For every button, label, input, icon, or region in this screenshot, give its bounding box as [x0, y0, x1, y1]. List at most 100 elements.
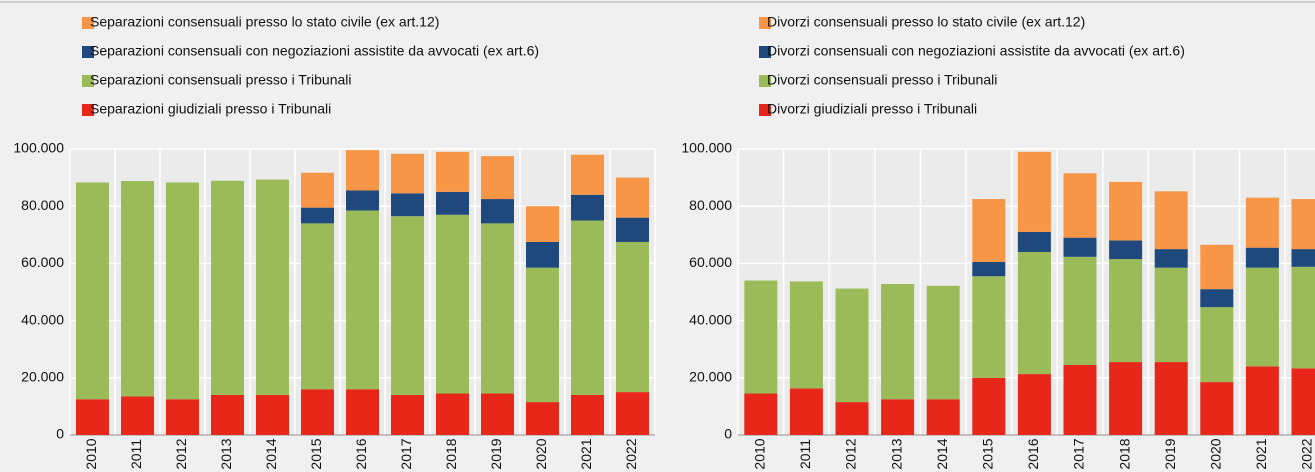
x-tick-label: 2018	[443, 438, 459, 469]
legend-swatch	[759, 104, 771, 116]
bar-segment	[926, 285, 960, 400]
x-tick-label: 2017	[1071, 438, 1087, 469]
y-tick-label: 80.000	[21, 197, 64, 213]
y-tick-label: 20.000	[21, 369, 64, 385]
bar-segment	[1063, 173, 1097, 238]
bar-segment	[121, 396, 154, 435]
bar-segment	[346, 190, 379, 211]
legend-label: Divorzi consensuali presso lo stato civi…	[767, 14, 1085, 30]
bar-segment	[1063, 237, 1097, 257]
bar-segment	[616, 241, 649, 393]
legend-label: Separazioni consensuali presso i Tribuna…	[90, 72, 351, 88]
bar-segment	[744, 393, 778, 435]
bar-segment	[346, 210, 379, 390]
legend-label: Separazioni giudiziali presso i Tribunal…	[90, 101, 331, 117]
bar-segment	[1291, 249, 1315, 267]
bar-segment	[571, 194, 604, 221]
bar-segment	[1200, 307, 1234, 383]
bar-segment	[1109, 362, 1143, 435]
x-tick-label: 2013	[888, 438, 904, 469]
bar-segment	[346, 389, 379, 435]
bar-segment	[391, 216, 424, 395]
bar-segment	[121, 181, 154, 397]
x-tick-label: 2013	[218, 438, 234, 469]
bar-segment	[256, 394, 289, 435]
y-tick-label: 60.000	[689, 254, 732, 270]
bar-segment	[166, 399, 199, 435]
bar-segment	[76, 399, 109, 435]
x-tick-label: 2016	[353, 438, 369, 469]
bar-segment	[616, 392, 649, 435]
legend-swatch	[82, 17, 94, 29]
y-tick-label: 40.000	[689, 311, 732, 327]
bar-segment	[1017, 374, 1051, 435]
y-tick-label: 0	[56, 426, 64, 442]
bar-segment	[301, 389, 334, 435]
bar-segment	[301, 172, 334, 208]
bar-segment	[481, 199, 514, 224]
bar-segment	[436, 393, 469, 435]
bar-segment	[1017, 231, 1051, 252]
bar-segment	[972, 377, 1006, 435]
bar-segment	[481, 393, 514, 435]
x-tick-label: 2022	[623, 438, 639, 469]
y-tick-label: 80.000	[689, 197, 732, 213]
legend-swatch	[82, 75, 94, 87]
bar-segment	[571, 220, 604, 395]
x-tick-label: 2015	[980, 438, 996, 469]
bar-segment	[926, 399, 960, 435]
bar-segment	[211, 180, 244, 395]
bar-segment	[346, 150, 379, 191]
bar-segment	[526, 241, 559, 268]
y-tick-label: 0	[724, 426, 732, 442]
y-tick-label: 100.000	[681, 140, 732, 156]
x-tick-label: 2017	[398, 438, 414, 469]
bar-segment	[744, 280, 778, 394]
x-tick-label: 2018	[1116, 438, 1132, 469]
bar-segment	[881, 399, 915, 435]
bar-segment	[526, 267, 559, 403]
legend-label: Separazioni consensuali presso lo stato …	[90, 14, 439, 30]
x-tick-label: 2015	[308, 438, 324, 469]
bar-segment	[481, 223, 514, 394]
bar-segment	[1245, 366, 1279, 435]
bar-segment	[789, 281, 823, 389]
bar-segment	[211, 394, 244, 435]
bar-segment	[301, 223, 334, 390]
bar-segment	[436, 191, 469, 215]
bar-segment	[1154, 362, 1188, 435]
bar-segment	[835, 402, 869, 435]
bar-segment	[616, 217, 649, 242]
x-tick-label: 2010	[83, 438, 99, 469]
legend-swatch	[759, 46, 771, 58]
bar-segment	[1291, 199, 1315, 250]
bar-segment	[1245, 197, 1279, 248]
bar-segment	[436, 151, 469, 192]
bar-segment	[76, 182, 109, 400]
x-tick-label: 2011	[128, 439, 144, 469]
y-tick-label: 60.000	[21, 254, 64, 270]
bar-segment	[881, 283, 915, 400]
bar-segment	[1200, 289, 1234, 308]
bar-segment	[972, 276, 1006, 378]
x-tick-label: 2020	[533, 438, 549, 469]
x-tick-label: 2012	[843, 438, 859, 469]
bar-segment	[1245, 267, 1279, 367]
bar-segment	[481, 156, 514, 200]
x-tick-label: 2019	[1162, 438, 1178, 469]
legend-label: Separazioni consensuali con negoziazioni…	[90, 43, 539, 59]
y-tick-label: 40.000	[21, 311, 64, 327]
legend-label: Divorzi consensuali con negoziazioni ass…	[767, 43, 1185, 59]
bar-segment	[972, 261, 1006, 277]
bar-segment	[616, 177, 649, 218]
x-tick-label: 2021	[1253, 438, 1269, 469]
x-tick-label: 2014	[263, 438, 279, 469]
bar-segment	[1017, 151, 1051, 232]
bar-segment	[1245, 247, 1279, 268]
bar-segment	[1109, 259, 1143, 363]
bar-segment	[1200, 382, 1234, 435]
bar-segment	[391, 394, 424, 435]
legend-label: Divorzi giudiziali presso i Tribunali	[767, 101, 977, 117]
bar-segment	[1109, 181, 1143, 241]
